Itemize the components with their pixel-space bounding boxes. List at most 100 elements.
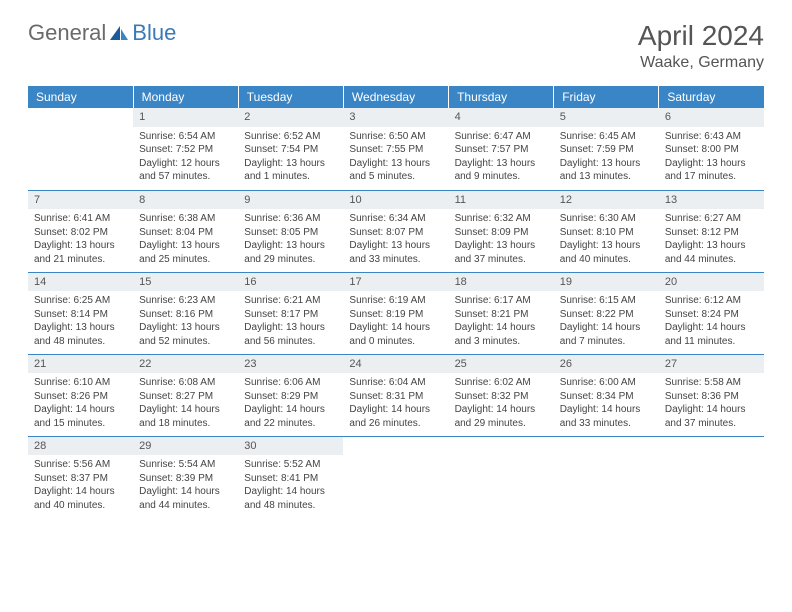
daylight-line-1: Daylight: 13 hours: [560, 157, 653, 171]
daylight-line-2: and 11 minutes.: [665, 335, 758, 349]
day-number: 12: [554, 191, 659, 210]
calendar-day-cell: 17Sunrise: 6:19 AMSunset: 8:19 PMDayligh…: [343, 272, 448, 354]
daylight-line-1: Daylight: 14 hours: [560, 403, 653, 417]
daylight-line-2: and 22 minutes.: [244, 417, 337, 431]
daylight-line-1: Daylight: 14 hours: [139, 403, 232, 417]
calendar-table: SundayMondayTuesdayWednesdayThursdayFrid…: [28, 86, 764, 518]
calendar-day-cell: [343, 436, 448, 518]
daylight-line-1: Daylight: 13 hours: [560, 239, 653, 253]
sunset-line: Sunset: 8:36 PM: [665, 390, 758, 404]
day-number: 23: [238, 355, 343, 374]
daylight-line-1: Daylight: 13 hours: [244, 239, 337, 253]
day-content: Sunrise: 6:36 AMSunset: 8:05 PMDaylight:…: [238, 209, 343, 270]
day-number: 29: [133, 437, 238, 456]
day-content: Sunrise: 6:50 AMSunset: 7:55 PMDaylight:…: [343, 127, 448, 188]
sunset-line: Sunset: 8:21 PM: [455, 308, 548, 322]
day-number: 6: [659, 108, 764, 127]
daylight-line-2: and 37 minutes.: [665, 417, 758, 431]
day-content: Sunrise: 5:52 AMSunset: 8:41 PMDaylight:…: [238, 455, 343, 516]
sunrise-line: Sunrise: 6:15 AM: [560, 294, 653, 308]
calendar-day-cell: 1Sunrise: 6:54 AMSunset: 7:52 PMDaylight…: [133, 108, 238, 190]
daylight-line-1: Daylight: 13 hours: [244, 157, 337, 171]
calendar-day-cell: 22Sunrise: 6:08 AMSunset: 8:27 PMDayligh…: [133, 354, 238, 436]
day-content: Sunrise: 6:12 AMSunset: 8:24 PMDaylight:…: [659, 291, 764, 352]
weekday-header: Wednesday: [343, 86, 448, 108]
day-content: Sunrise: 6:30 AMSunset: 8:10 PMDaylight:…: [554, 209, 659, 270]
daylight-line-2: and 44 minutes.: [139, 499, 232, 513]
daylight-line-2: and 56 minutes.: [244, 335, 337, 349]
daylight-line-2: and 13 minutes.: [560, 170, 653, 184]
calendar-day-cell: 14Sunrise: 6:25 AMSunset: 8:14 PMDayligh…: [28, 272, 133, 354]
daylight-line-2: and 0 minutes.: [349, 335, 442, 349]
sunrise-line: Sunrise: 6:17 AM: [455, 294, 548, 308]
daylight-line-2: and 1 minutes.: [244, 170, 337, 184]
daylight-line-1: Daylight: 13 hours: [455, 239, 548, 253]
sunset-line: Sunset: 8:37 PM: [34, 472, 127, 486]
sunrise-line: Sunrise: 6:06 AM: [244, 376, 337, 390]
calendar-day-cell: 25Sunrise: 6:02 AMSunset: 8:32 PMDayligh…: [449, 354, 554, 436]
sunset-line: Sunset: 7:55 PM: [349, 143, 442, 157]
calendar-day-cell: 26Sunrise: 6:00 AMSunset: 8:34 PMDayligh…: [554, 354, 659, 436]
calendar-day-cell: 9Sunrise: 6:36 AMSunset: 8:05 PMDaylight…: [238, 190, 343, 272]
calendar-day-cell: [659, 436, 764, 518]
day-content: Sunrise: 6:08 AMSunset: 8:27 PMDaylight:…: [133, 373, 238, 434]
day-number: 13: [659, 191, 764, 210]
calendar-day-cell: 24Sunrise: 6:04 AMSunset: 8:31 PMDayligh…: [343, 354, 448, 436]
day-content: Sunrise: 6:38 AMSunset: 8:04 PMDaylight:…: [133, 209, 238, 270]
day-number: 16: [238, 273, 343, 292]
sunset-line: Sunset: 8:32 PM: [455, 390, 548, 404]
sunrise-line: Sunrise: 6:45 AM: [560, 130, 653, 144]
sunrise-line: Sunrise: 5:54 AM: [139, 458, 232, 472]
daylight-line-1: Daylight: 14 hours: [34, 403, 127, 417]
sunrise-line: Sunrise: 6:43 AM: [665, 130, 758, 144]
sunrise-line: Sunrise: 6:30 AM: [560, 212, 653, 226]
calendar-day-cell: [449, 436, 554, 518]
daylight-line-1: Daylight: 13 hours: [349, 157, 442, 171]
calendar-day-cell: 15Sunrise: 6:23 AMSunset: 8:16 PMDayligh…: [133, 272, 238, 354]
calendar-body: 1Sunrise: 6:54 AMSunset: 7:52 PMDaylight…: [28, 108, 764, 518]
daylight-line-1: Daylight: 14 hours: [560, 321, 653, 335]
calendar-day-cell: 23Sunrise: 6:06 AMSunset: 8:29 PMDayligh…: [238, 354, 343, 436]
day-content: Sunrise: 6:00 AMSunset: 8:34 PMDaylight:…: [554, 373, 659, 434]
daylight-line-1: Daylight: 14 hours: [665, 403, 758, 417]
sunrise-line: Sunrise: 6:34 AM: [349, 212, 442, 226]
day-content: Sunrise: 6:47 AMSunset: 7:57 PMDaylight:…: [449, 127, 554, 188]
calendar-week-row: 1Sunrise: 6:54 AMSunset: 7:52 PMDaylight…: [28, 108, 764, 190]
daylight-line-2: and 21 minutes.: [34, 253, 127, 267]
sunrise-line: Sunrise: 6:10 AM: [34, 376, 127, 390]
day-number: 20: [659, 273, 764, 292]
calendar-day-cell: 30Sunrise: 5:52 AMSunset: 8:41 PMDayligh…: [238, 436, 343, 518]
sunrise-line: Sunrise: 6:04 AM: [349, 376, 442, 390]
sunset-line: Sunset: 8:05 PM: [244, 226, 337, 240]
logo-sail-icon: [108, 24, 130, 42]
sunset-line: Sunset: 8:27 PM: [139, 390, 232, 404]
daylight-line-1: Daylight: 14 hours: [244, 485, 337, 499]
day-number: 26: [554, 355, 659, 374]
logo: General Blue: [28, 20, 176, 46]
daylight-line-2: and 48 minutes.: [34, 335, 127, 349]
daylight-line-2: and 26 minutes.: [349, 417, 442, 431]
daylight-line-2: and 40 minutes.: [34, 499, 127, 513]
day-number: 8: [133, 191, 238, 210]
calendar-week-row: 14Sunrise: 6:25 AMSunset: 8:14 PMDayligh…: [28, 272, 764, 354]
day-content: Sunrise: 5:58 AMSunset: 8:36 PMDaylight:…: [659, 373, 764, 434]
sunrise-line: Sunrise: 6:32 AM: [455, 212, 548, 226]
calendar-day-cell: 2Sunrise: 6:52 AMSunset: 7:54 PMDaylight…: [238, 108, 343, 190]
daylight-line-1: Daylight: 13 hours: [665, 157, 758, 171]
daylight-line-2: and 5 minutes.: [349, 170, 442, 184]
sunrise-line: Sunrise: 5:58 AM: [665, 376, 758, 390]
calendar-day-cell: 16Sunrise: 6:21 AMSunset: 8:17 PMDayligh…: [238, 272, 343, 354]
daylight-line-1: Daylight: 13 hours: [455, 157, 548, 171]
page-header: General Blue April 2024 Waake, Germany: [28, 20, 764, 72]
daylight-line-2: and 15 minutes.: [34, 417, 127, 431]
day-number: 10: [343, 191, 448, 210]
day-content: Sunrise: 6:27 AMSunset: 8:12 PMDaylight:…: [659, 209, 764, 270]
sunset-line: Sunset: 8:12 PM: [665, 226, 758, 240]
sunrise-line: Sunrise: 6:21 AM: [244, 294, 337, 308]
daylight-line-2: and 37 minutes.: [455, 253, 548, 267]
calendar-day-cell: 13Sunrise: 6:27 AMSunset: 8:12 PMDayligh…: [659, 190, 764, 272]
day-content: Sunrise: 5:54 AMSunset: 8:39 PMDaylight:…: [133, 455, 238, 516]
sunset-line: Sunset: 8:07 PM: [349, 226, 442, 240]
day-number: 9: [238, 191, 343, 210]
calendar-day-cell: 4Sunrise: 6:47 AMSunset: 7:57 PMDaylight…: [449, 108, 554, 190]
